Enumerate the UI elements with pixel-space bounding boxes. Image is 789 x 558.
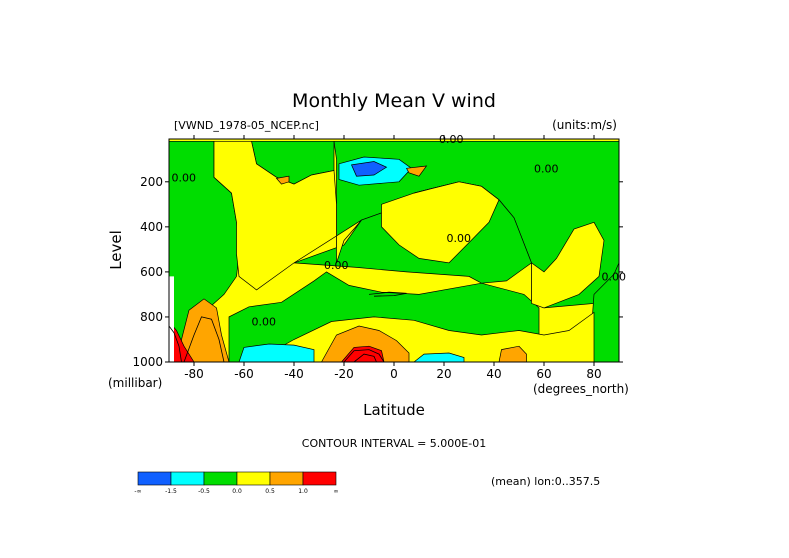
contour-region-orange-sw <box>178 298 230 363</box>
colorbar <box>137 471 337 486</box>
y-tick-label: 200 <box>140 175 163 189</box>
colorbar-swatch <box>269 471 304 486</box>
colorbar-swatch <box>137 471 172 486</box>
x-tick-label: -40 <box>284 367 304 381</box>
x-tick-label: -60 <box>234 367 254 381</box>
x-tick-label: 80 <box>586 367 601 381</box>
contour-region-yellow-ne <box>531 221 605 309</box>
colorbar-swatch <box>236 471 271 486</box>
y-units-label: (millibar) <box>108 376 162 390</box>
contour-label-4: 0.00 <box>324 259 349 272</box>
colorbar-labels: -∞ -1.5 -0.5 0.0 0.5 1.0 ∞ <box>134 488 338 495</box>
plot-area: 0.000.000.000.000.000.000.00 <box>168 133 627 363</box>
colorbar-label: 0.5 <box>265 488 275 495</box>
contour-region-yellow-north <box>381 181 500 264</box>
x-tick-label: 40 <box>486 367 501 381</box>
y-axis-label: Level <box>107 230 125 270</box>
x-tick-label: 20 <box>436 367 451 381</box>
x-units-label: (degrees_north) <box>533 382 629 396</box>
contour-line-4 <box>368 291 407 297</box>
contour-labels: 0.000.000.000.000.000.000.00 <box>172 133 627 328</box>
footer-longitude-label: (mean) lon:0..357.5 <box>491 475 600 488</box>
colorbar-label: -1.5 <box>165 488 177 495</box>
missing-region-white-sw <box>169 276 174 362</box>
colorbar-swatch <box>203 471 238 486</box>
colorbar-label: -0.5 <box>198 488 210 495</box>
y-tick-label: 600 <box>140 265 163 279</box>
y-tick-label: 800 <box>140 310 163 324</box>
x-tick-label: -80 <box>184 367 204 381</box>
contour-region-blue-upper <box>350 161 388 177</box>
colorbar-swatch <box>170 471 205 486</box>
contour-label-0: 0.00 <box>172 171 197 184</box>
colorbar-label: ∞ <box>334 488 339 495</box>
contour-region-orange-bump <box>320 325 410 363</box>
colorbar-label: 0.0 <box>232 488 242 495</box>
filled-contours <box>168 140 620 363</box>
x-tick-label: 60 <box>536 367 551 381</box>
contour-region-orange-upper <box>405 165 428 177</box>
contour-label-6: 0.00 <box>602 270 627 283</box>
contour-line-1 <box>183 316 225 363</box>
x-axis-label: Latitude <box>363 401 425 419</box>
contour-interval-label: CONTOUR INTERVAL = 5.000E-01 <box>302 437 486 450</box>
contour-line-2 <box>343 349 385 363</box>
units-label: (units:m/s) <box>552 118 617 132</box>
contour-label-5: 0.00 <box>252 315 277 328</box>
contour-region-orange-small-2 <box>275 175 290 185</box>
x-tick-label: -20 <box>334 367 354 381</box>
contour-line-0 <box>168 325 182 363</box>
y-tick-label: 1000 <box>132 355 163 369</box>
y-tick-label: 400 <box>140 220 163 234</box>
chart-title: Monthly Mean V wind <box>292 90 496 112</box>
x-axis-ticks: -80 -60 -40 -20 0 20 40 60 80 <box>184 135 602 381</box>
contour-lines <box>168 291 407 363</box>
x-tick-label: 0 <box>390 367 398 381</box>
colorbar-swatch <box>302 471 337 486</box>
contour-line-3 <box>353 353 377 363</box>
contour-label-3: 0.00 <box>447 232 472 245</box>
contour-label-2: 0.00 <box>534 162 559 175</box>
y-axis-ticks: 200 400 600 800 1000 <box>132 175 623 369</box>
contour-region-yellow-mid <box>213 140 362 291</box>
colorbar-label: 1.0 <box>298 488 308 495</box>
colorbar-label: -∞ <box>134 488 141 495</box>
dataset-label: [VWND_1978-05_NCEP.nc] <box>174 119 319 132</box>
